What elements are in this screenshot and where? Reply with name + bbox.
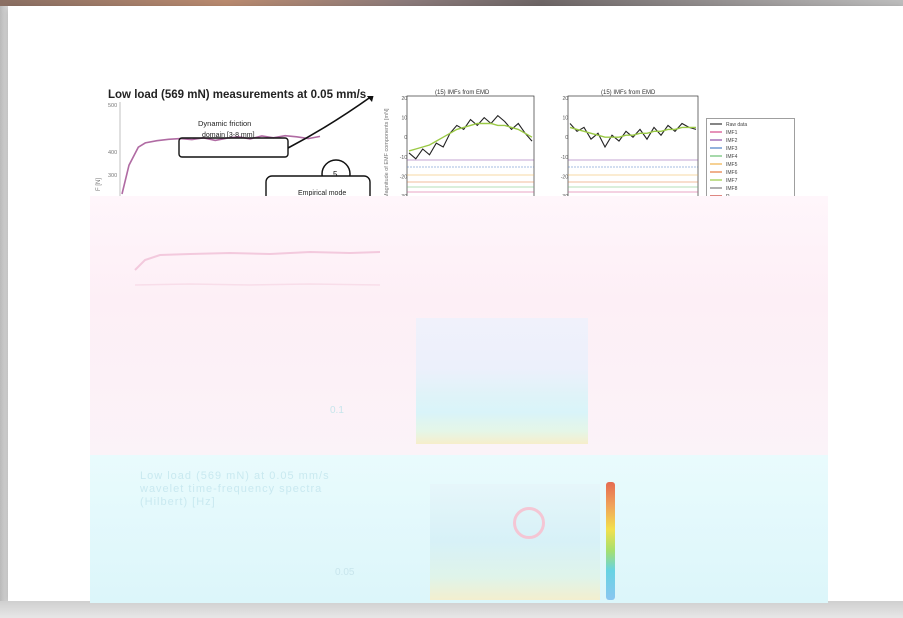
- faded-caption-line: wavelet time-frequency spectra: [140, 483, 323, 495]
- friction-chart: 500 400 300 F [N] Dynamic friction domai…: [96, 96, 374, 198]
- imf-y-tick: 20: [401, 96, 407, 102]
- window-top-strip: [0, 0, 903, 7]
- legend-label: IMF3: [726, 146, 738, 152]
- window-left-edge: [0, 6, 8, 601]
- arrow-head: [366, 96, 374, 102]
- spectrogram-top: [416, 318, 588, 444]
- legend-label: IMF5: [726, 162, 738, 168]
- colorbar: [606, 482, 615, 600]
- imf1-trend-line: [408, 122, 533, 152]
- highlight-circle: [513, 507, 545, 539]
- imf2-title: (15) IMFs from EMD: [601, 90, 656, 96]
- step-number: 5: [333, 170, 338, 179]
- faded-caption: Low load (569 mN) at 0.05 mm/s wavelet t…: [140, 470, 400, 509]
- faded-caption-line: Low load (569 mN) at 0.05 mm/s: [140, 470, 330, 482]
- imf1-frame: [406, 95, 535, 198]
- imf-y-tick: 20: [562, 96, 568, 102]
- arrow-to-imf: [287, 96, 373, 149]
- window-bottom-strip: [0, 601, 903, 618]
- annotation-line-2: domain [3-8 mm]: [202, 132, 255, 139]
- imf-legend: Raw data IMF1 IMF2 IMF3 IMF4 IMF5 IMF6 IMF7 IMF8…: [706, 118, 795, 198]
- imf-y-tick: -20: [561, 174, 568, 180]
- imf-y-tick: -10: [400, 155, 407, 161]
- legend-frame: [706, 118, 795, 198]
- imf2-frame: [567, 95, 699, 198]
- y-tick-500: 500: [108, 103, 117, 109]
- legend-label: IMF7: [726, 178, 738, 184]
- step-box-label: Empirical mode: [298, 190, 346, 197]
- legend-label: Raw data: [726, 122, 747, 128]
- imf-y-tick: 10: [562, 116, 568, 122]
- imf-y-tick: 0: [404, 135, 407, 141]
- y-tick-400: 400: [108, 150, 117, 156]
- legend-label: IMF1: [726, 130, 738, 136]
- legend-entries: Raw data IMF1 IMF2 IMF3 IMF4 IMF5 IMF6 IMF7 IMF8…: [710, 122, 747, 198]
- y-tick-300: 300: [108, 173, 117, 179]
- imf-y-tick: 10: [401, 116, 407, 122]
- faded-caption-line: (Hilbert) [Hz]: [140, 496, 216, 508]
- faded-friction-traces: [134, 250, 381, 286]
- imf1-title: (15) IMFs from EMD: [435, 90, 490, 96]
- faded-label: 0.05: [335, 567, 355, 578]
- y-axis-label: F [N]: [96, 178, 102, 191]
- legend-label: IMF6: [726, 170, 738, 176]
- dynamic-friction-box: [178, 137, 289, 158]
- left-panel-title: Low load (569 mN) measurements at 0.05 m…: [108, 89, 367, 101]
- friction-line: [121, 134, 321, 195]
- imf1-ylabel: Magnitude of EMF components [mN]: [384, 108, 390, 198]
- imf-y-tick: 0: [565, 135, 568, 141]
- faded-trace: [134, 283, 381, 286]
- legend-label: IMF8: [726, 186, 738, 192]
- imf2-raw-line: [569, 122, 697, 149]
- imf2-trend-line: [569, 126, 696, 138]
- imf1-raw-line: [408, 114, 533, 160]
- imf-chart-1: (15) IMFs from EMD Magnitude of EMF comp…: [384, 90, 535, 198]
- legend-label: IMF2: [726, 138, 738, 144]
- faded-trace: [134, 250, 381, 271]
- step-box: [265, 175, 371, 198]
- imf-y-tick: -20: [400, 174, 407, 180]
- faded-label: 0.1: [330, 405, 344, 416]
- spectrogram-bottom: [430, 484, 600, 600]
- annotation-line-1: Dynamic friction: [198, 119, 251, 128]
- legend-label: IMF4: [726, 154, 738, 160]
- imf-y-tick: -10: [561, 155, 568, 161]
